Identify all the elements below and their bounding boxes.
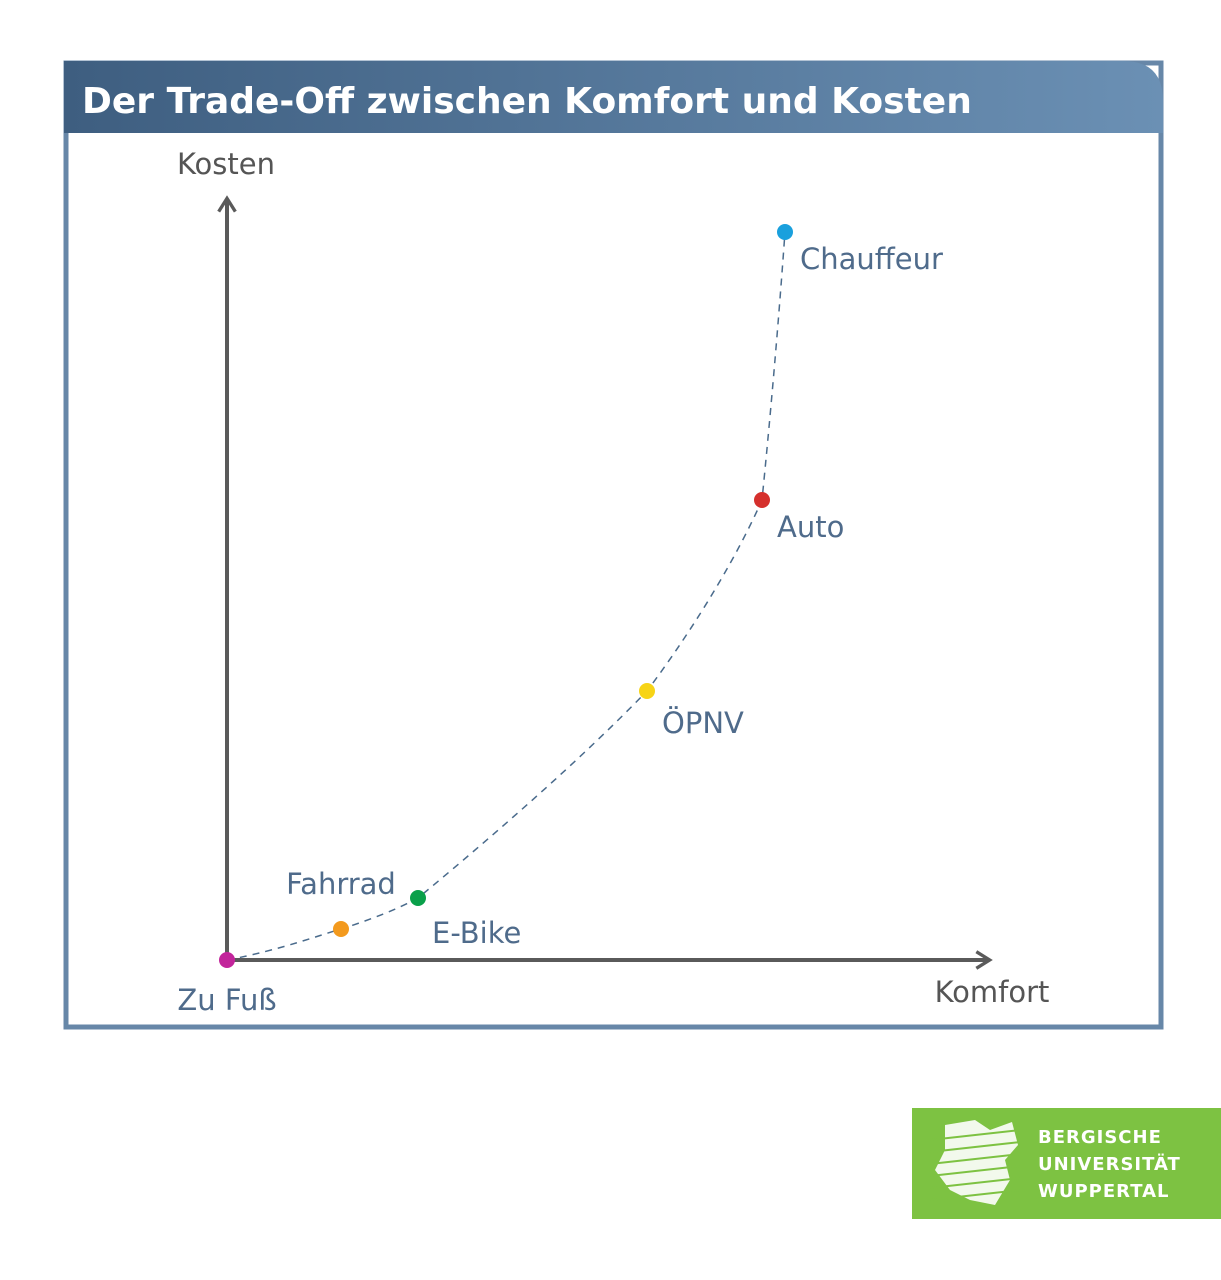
point-label: Chauffeur (800, 242, 943, 276)
header-bar (64, 61, 1163, 133)
logo-text: WUPPERTAL (1038, 1181, 1169, 1202)
point (333, 921, 349, 937)
point-label: Fahrrad (286, 867, 396, 901)
logo-text: BERGISCHE (1038, 1127, 1162, 1148)
logo-hatch (929, 1129, 1021, 1201)
point-label: ÖPNV (662, 706, 744, 740)
title: Der Trade-Off zwischen Komfort und Koste… (82, 81, 972, 122)
point-label: Zu Fuß (177, 983, 276, 1017)
point (754, 492, 770, 508)
logo: BERGISCHE UNIVERSITÄT WUPPERTAL (912, 1108, 1221, 1219)
logo-emblem (935, 1120, 1018, 1205)
frame (63, 60, 1164, 1030)
point (219, 952, 235, 968)
point (410, 890, 426, 906)
point (639, 683, 655, 699)
point-label: E-Bike (432, 916, 521, 950)
y-axis-label: Kosten (177, 147, 275, 181)
plot: Kosten Komfort Zu Fuß Fahrrad E-Bike ÖPNV Au… (177, 147, 1049, 1017)
point (777, 224, 793, 240)
point-label: Auto (777, 510, 844, 544)
x-axis-label: Komfort (935, 975, 1050, 1009)
logo-text: UNIVERSITÄT (1038, 1153, 1181, 1175)
